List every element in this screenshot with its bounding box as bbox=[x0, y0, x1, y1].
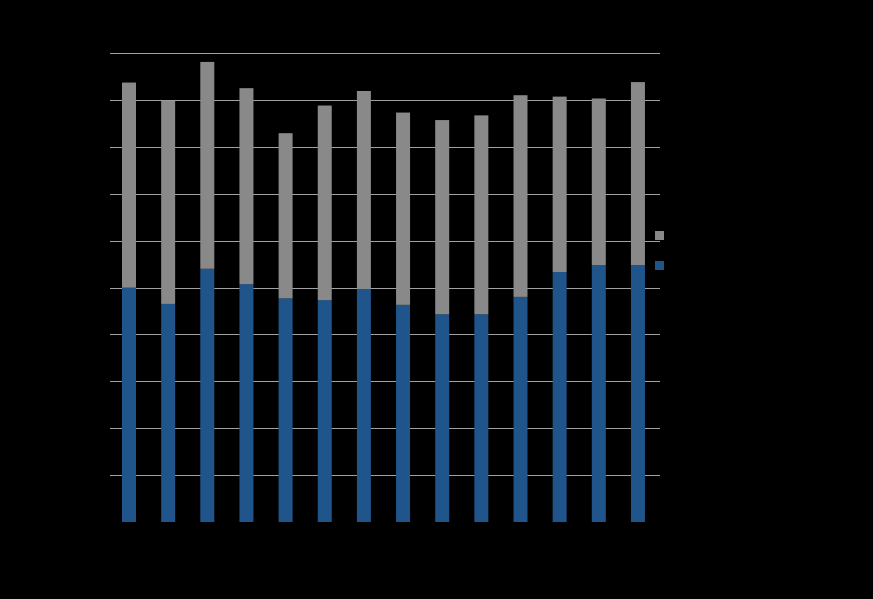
bar-segment-top bbox=[122, 82, 136, 288]
bar-segment-top bbox=[278, 133, 293, 299]
gridlines bbox=[110, 53, 660, 476]
bar-segment-top bbox=[396, 112, 411, 305]
bar-segment-top bbox=[552, 96, 567, 273]
bar-segment-top bbox=[356, 90, 371, 289]
bar-segment-top bbox=[317, 105, 332, 301]
bar-segment-bottom bbox=[278, 298, 293, 522]
bar-segment-bottom bbox=[356, 288, 371, 522]
bar-segment-top bbox=[239, 88, 254, 285]
bar-segment-bottom bbox=[435, 314, 450, 522]
legend bbox=[655, 231, 664, 270]
bar-segment-bottom bbox=[239, 284, 254, 522]
bar-segment-bottom bbox=[317, 300, 332, 522]
bar-segment-bottom bbox=[200, 268, 215, 522]
legend-swatch bbox=[655, 231, 664, 240]
bar-segment-bottom bbox=[161, 303, 176, 522]
bar-segment-top bbox=[200, 61, 215, 269]
bar-segment-top bbox=[591, 98, 606, 265]
bar-segment-top bbox=[161, 100, 176, 304]
bar-segment-bottom bbox=[630, 264, 645, 522]
bar-segment-bottom bbox=[396, 304, 411, 522]
bar-segment-bottom bbox=[513, 296, 528, 522]
bar-segment-top bbox=[435, 120, 450, 315]
bar-segment-top bbox=[513, 95, 528, 297]
bar-segment-bottom bbox=[122, 287, 136, 522]
bar-segment-bottom bbox=[552, 272, 567, 522]
bar-segment-bottom bbox=[591, 264, 606, 522]
bar-segment-top bbox=[474, 115, 489, 315]
bar-segment-bottom bbox=[474, 314, 489, 522]
bars bbox=[122, 61, 645, 522]
legend-swatch bbox=[655, 261, 664, 270]
bar-segment-top bbox=[630, 82, 645, 265]
